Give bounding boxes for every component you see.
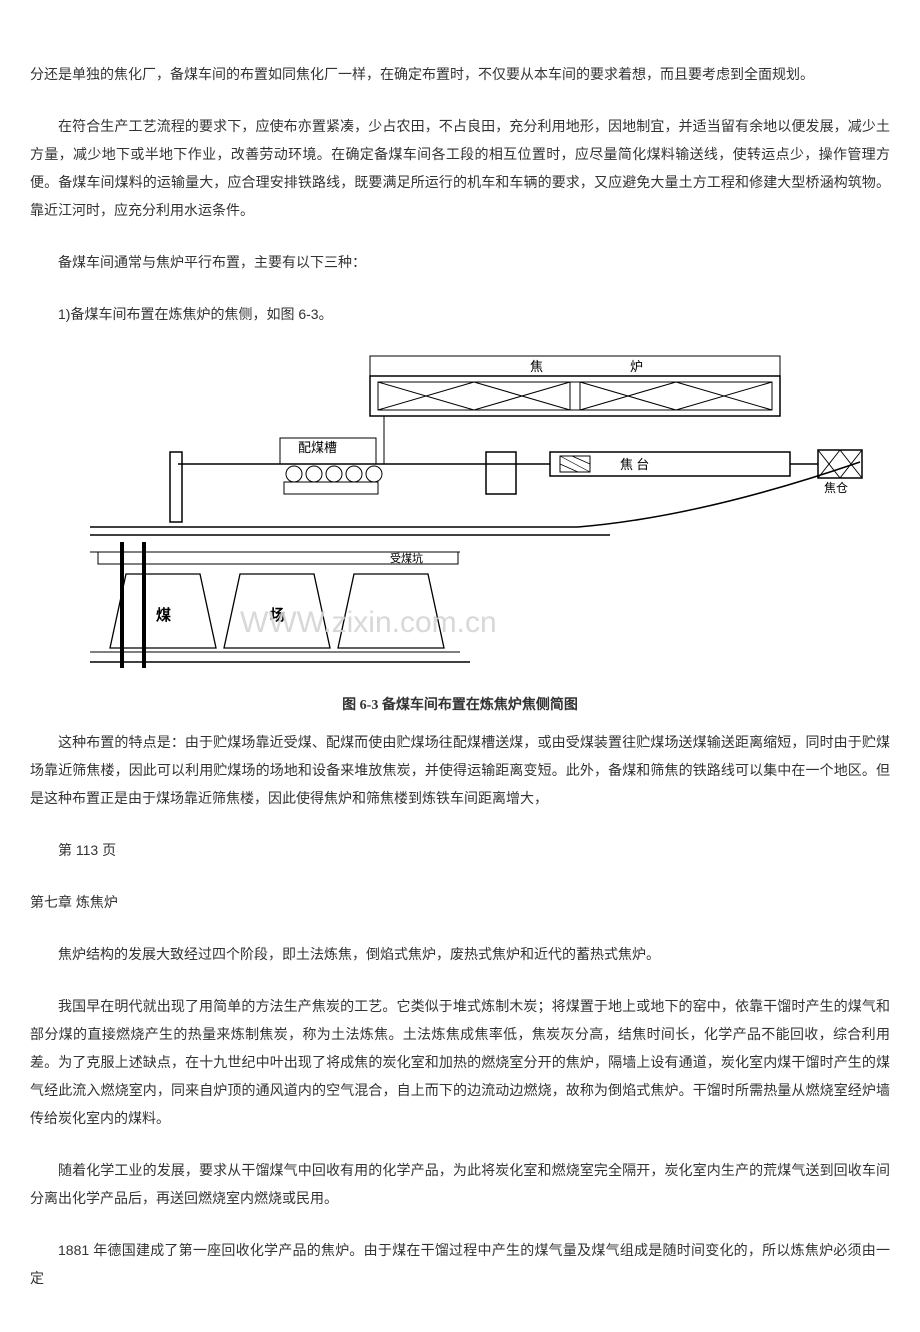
page-content: 分还是单独的焦化厂，备煤车间的布置如同焦化厂一样，在确定布置时，不仅要从本车间的… bbox=[0, 0, 920, 1332]
svg-text:受煤坑: 受煤坑 bbox=[390, 551, 423, 565]
coal-yard: 受煤坑 煤 场 bbox=[90, 542, 470, 668]
figure-caption: 图 6-3 备煤车间布置在炼焦炉焦侧简图 bbox=[30, 694, 890, 714]
diagram-svg: 焦 炉 bbox=[50, 352, 870, 682]
svg-text:煤: 煤 bbox=[156, 607, 171, 624]
paragraph-3: 备煤车间通常与焦炉平行布置，主要有以下三种： bbox=[30, 248, 890, 276]
svg-text:配煤槽: 配煤槽 bbox=[298, 440, 337, 455]
watermark-text: WWW.zixin.com.cn bbox=[240, 606, 497, 639]
paragraph-6: 焦炉结构的发展大致经过四个阶段，即土法炼焦，倒焰式焦炉，废热式焦炉和近代的蓄热式… bbox=[30, 940, 890, 968]
furnace-top: 焦 炉 bbox=[370, 356, 780, 416]
coal-blending-bin: 配煤槽 bbox=[280, 438, 382, 494]
paragraph-7: 我国早在明代就出现了用简单的方法生产焦炭的工艺。它类似于堆式炼制木炭；将煤置于地… bbox=[30, 992, 890, 1132]
paragraph-1: 分还是单独的焦化厂，备煤车间的布置如同焦化厂一样，在确定布置时，不仅要从本车间的… bbox=[30, 60, 890, 88]
svg-text:焦 台: 焦 台 bbox=[620, 457, 649, 472]
paragraph-4: 1)备煤车间布置在炼焦炉的焦侧，如图 6-3。 bbox=[30, 300, 890, 328]
paragraph-2: 在符合生产工艺流程的要求下，应使布亦置紧凑，少占农田，不占良田，充分利用地形，因… bbox=[30, 112, 890, 224]
coke-platform: 焦 台 bbox=[550, 452, 790, 476]
paragraph-5: 这种布置的特点是：由于贮煤场靠近受煤、配煤而使由贮煤场往配煤槽送煤，或由受煤装置… bbox=[30, 728, 890, 812]
coke-bin: 焦仓 bbox=[790, 450, 862, 495]
svg-text:炉: 炉 bbox=[630, 359, 643, 374]
figure-6-3: 焦 炉 bbox=[30, 352, 890, 714]
chapter-heading: 第七章 炼焦炉 bbox=[30, 888, 890, 916]
page-number: 第 113 页 bbox=[30, 836, 890, 864]
paragraph-9: 1881 年德国建成了第一座回收化学产品的焦炉。由于煤在干馏过程中产生的煤气量及… bbox=[30, 1236, 890, 1292]
paragraph-8: 随着化学工业的发展，要求从干馏煤气中回收有用的化学产品，为此将炭化室和燃烧室完全… bbox=[30, 1156, 890, 1212]
svg-text:焦仓: 焦仓 bbox=[824, 481, 848, 495]
svg-text:焦: 焦 bbox=[530, 359, 543, 374]
